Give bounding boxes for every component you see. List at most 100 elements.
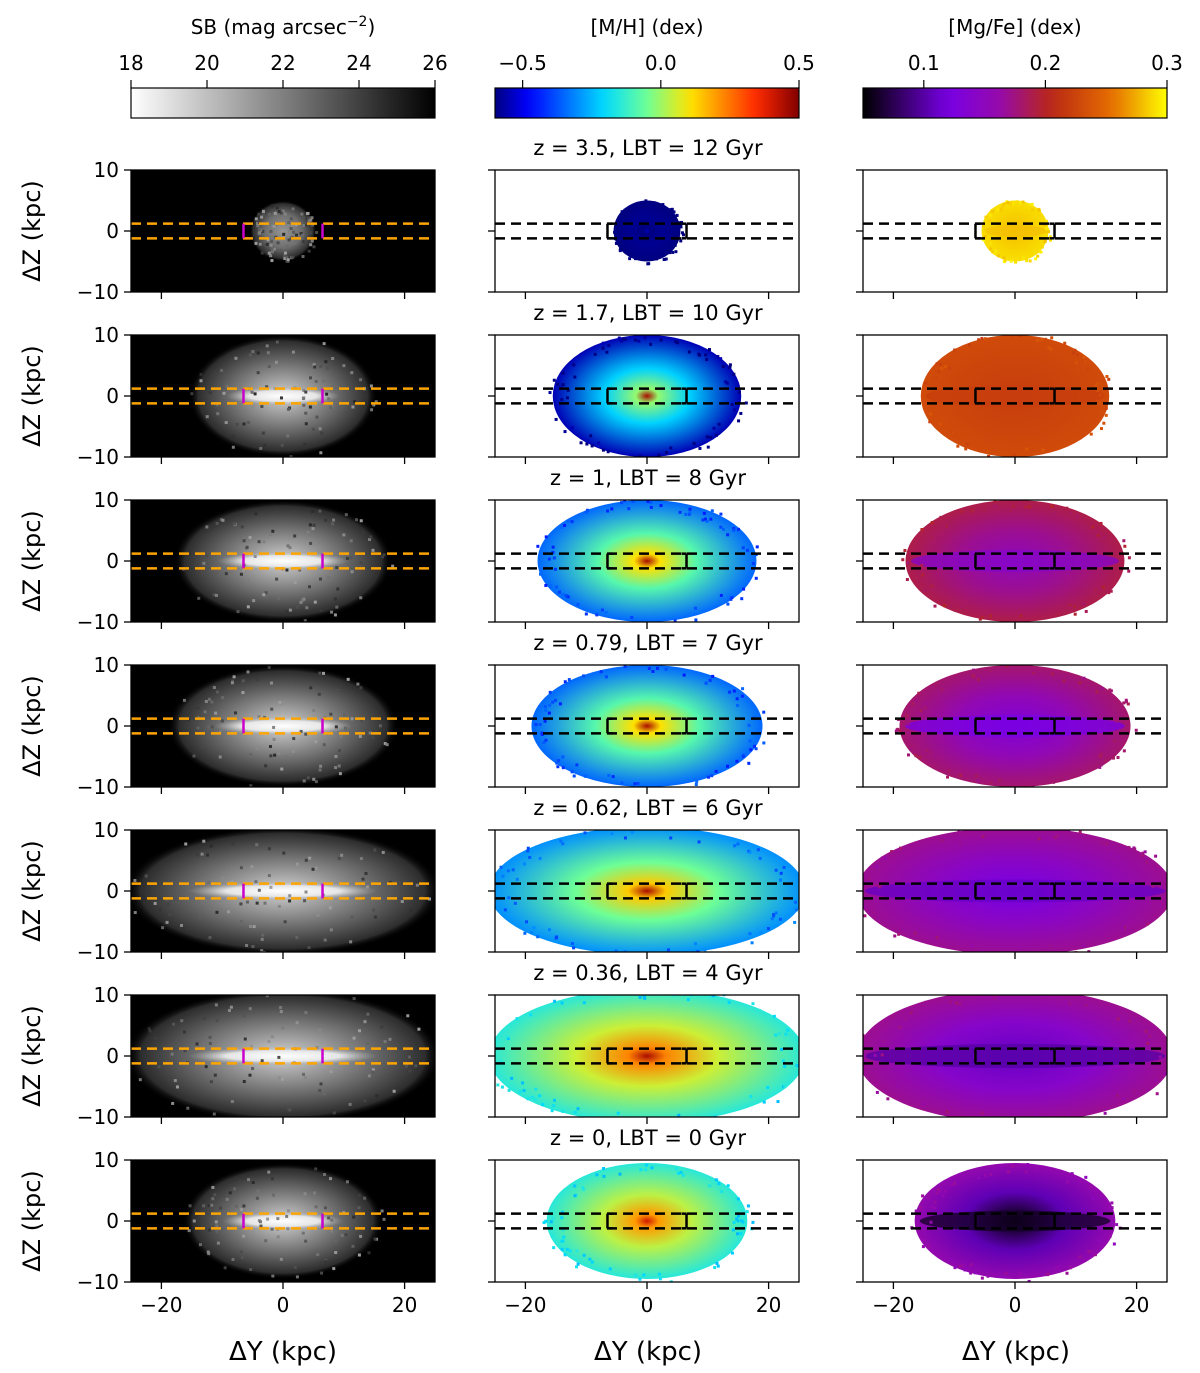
mh-pixel <box>507 1088 511 1092</box>
sb-pixel <box>253 554 257 558</box>
sb-pixel <box>361 531 365 535</box>
sb-pixel <box>239 572 243 576</box>
mh-pixel <box>572 946 576 950</box>
sb-pixel <box>271 1274 275 1278</box>
sb-pixel <box>279 1010 283 1014</box>
mgfe-pixel <box>1034 257 1038 261</box>
mgfe-pixel <box>959 516 963 520</box>
sb-pixel <box>241 679 245 683</box>
sb-pixel <box>277 596 281 600</box>
mh-pixel <box>783 1064 787 1068</box>
mgfe-pixel <box>1031 784 1035 787</box>
mgfe-pixel <box>937 369 941 373</box>
mgfe-pixel <box>1127 845 1131 849</box>
sb-pixel <box>232 675 236 679</box>
mh-pixel <box>641 204 645 208</box>
mgfe-pixel <box>855 1037 858 1040</box>
mgfe-pixel <box>945 1110 949 1114</box>
x-tick-label: 0 <box>277 1293 290 1317</box>
mh-pixel <box>574 1119 577 1122</box>
sb-pixel <box>333 597 337 601</box>
mgfe-midplane <box>919 1210 1111 1232</box>
colorbar-tick-label: 0.2 <box>1029 51 1061 75</box>
mh-pixel <box>719 593 723 597</box>
mh-pixel <box>647 666 651 670</box>
mh-pixel <box>668 251 672 255</box>
sb-pixel <box>314 1205 318 1209</box>
mgfe-pixel <box>925 748 929 752</box>
mgfe-pixel <box>1070 1172 1074 1176</box>
sb-pixel <box>282 254 286 258</box>
sb-pixel <box>254 217 258 221</box>
mh-pixel <box>623 500 627 502</box>
mgfe-pixel <box>924 701 928 705</box>
sb-pixel <box>312 777 316 781</box>
mh-panel <box>488 829 800 959</box>
mh-pixel <box>548 690 552 694</box>
mh-pixel <box>556 382 560 386</box>
mh-pixel <box>643 956 646 959</box>
mh-pixel <box>674 340 678 344</box>
mh-pixel <box>719 525 723 529</box>
mgfe-midplane <box>983 225 1047 237</box>
sb-pixel <box>288 899 292 903</box>
mh-pixel <box>728 365 732 369</box>
mgfe-pixel <box>1076 353 1080 357</box>
sb-pixel <box>246 670 250 674</box>
mgfe-pixel <box>1176 1056 1179 1059</box>
mh-pixel <box>608 1267 612 1271</box>
mgfe-pixel <box>938 422 942 426</box>
mgfe-pixel <box>938 362 942 366</box>
mgfe-pixel <box>1074 358 1078 362</box>
colorbar-tick-label: −0.5 <box>498 51 547 75</box>
mh-pixel <box>666 948 670 952</box>
sb-pixel <box>251 1066 255 1070</box>
mh-pixel <box>688 507 692 511</box>
sb-pixel <box>182 1030 186 1034</box>
sb-pixel <box>313 1191 317 1195</box>
colorbar-sb-title: SB (mag arcsec−2) <box>191 14 376 39</box>
sb-pixel <box>133 911 137 915</box>
mh-pixel <box>739 1232 743 1236</box>
sb-pixel <box>287 220 291 224</box>
mgfe-pixel <box>904 1017 908 1021</box>
sb-pixel <box>340 1043 344 1047</box>
mgfe-pixel <box>977 678 981 682</box>
mh-pixel <box>681 233 685 237</box>
sb-pixel <box>260 1059 264 1063</box>
y-axis-label: ΔZ (kpc) <box>18 1170 46 1272</box>
sb-pixel <box>207 697 211 701</box>
y-tick-label: 0 <box>106 714 119 738</box>
sb-pixel <box>304 411 308 415</box>
sb-pixel <box>359 857 363 861</box>
sb-pixel <box>277 904 281 908</box>
mh-pixel <box>588 1257 592 1261</box>
mh-pixel <box>725 764 729 768</box>
mh-pixel <box>748 739 752 743</box>
mgfe-pixel <box>1140 853 1144 857</box>
mh-pixel <box>610 507 614 511</box>
mh-pixel <box>523 862 527 866</box>
mh-pixel <box>606 509 610 513</box>
sb-pixel <box>242 539 246 543</box>
mh-pixel <box>676 341 680 345</box>
mgfe-pixel <box>1096 533 1100 537</box>
mh-pixel <box>707 775 711 779</box>
sb-pixel <box>296 605 300 609</box>
sb-pixel <box>233 711 237 715</box>
sb-pixel <box>310 216 314 220</box>
sb-pixel <box>243 1037 247 1041</box>
mgfe-pixel <box>919 1208 923 1212</box>
sb-pixel <box>242 1080 246 1084</box>
mgfe-pixel <box>1102 585 1106 589</box>
mgfe-pixel <box>1010 336 1014 340</box>
sb-pixel <box>197 596 201 600</box>
mh-pixel <box>694 606 698 610</box>
mgfe-pixel <box>1022 665 1026 669</box>
sb-pixel <box>218 1206 222 1210</box>
sb-pixel <box>300 212 304 216</box>
sb-pixel <box>319 1082 323 1086</box>
sb-pixel <box>170 1052 174 1056</box>
mh-pixel <box>646 500 650 503</box>
